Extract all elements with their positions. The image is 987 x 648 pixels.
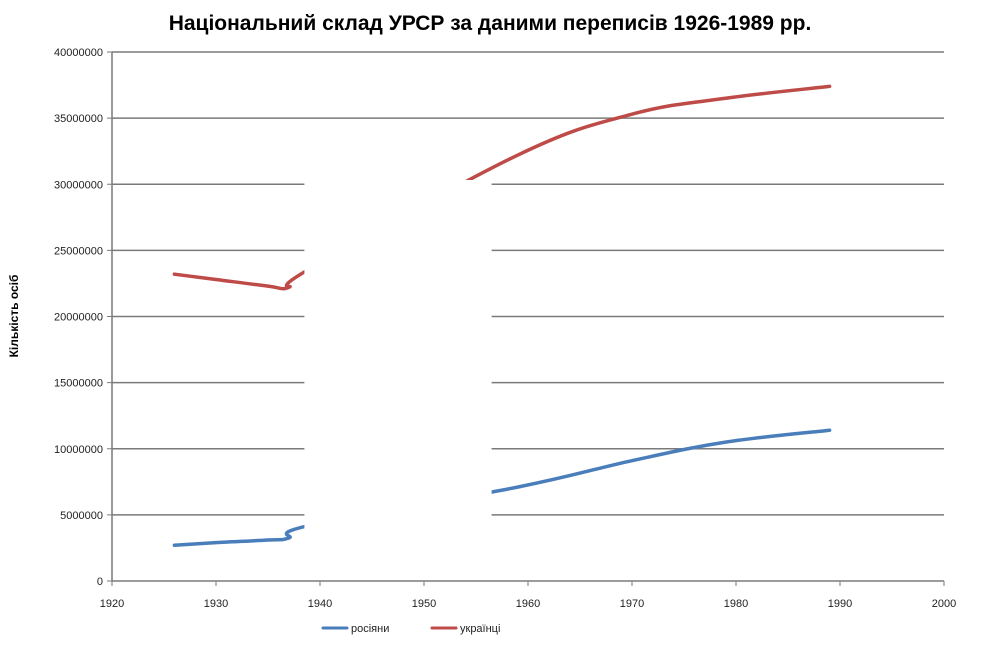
legend-label-1: українці: [460, 623, 500, 635]
y-axis-label: Кількість осіб: [7, 275, 21, 358]
x-tick-label-6: 1980: [724, 598, 748, 610]
legend-item-0[interactable]: росіяни: [321, 623, 389, 635]
gap-mask-layer: [304, 180, 492, 580]
tick-label-layer: 0 5000000 10000000 15000000 20000000 25000000…: [54, 47, 956, 610]
y-tick-label-4: 20000000: [54, 312, 103, 324]
x-tick-label-2: 1940: [308, 598, 332, 610]
x-tick-label-5: 1970: [620, 598, 644, 610]
x-tick-label-7: 1990: [828, 598, 852, 610]
legend-label-0: росіяни: [351, 623, 389, 635]
gap-mask: [304, 180, 492, 580]
legend[interactable]: росіяни українці: [321, 623, 500, 635]
chart-title: Національний склад УРСР за даними перепи…: [169, 12, 812, 35]
series-line-0: [172, 428, 832, 548]
axis-layer: [107, 51, 945, 586]
x-tick-label-0: 1920: [100, 598, 124, 610]
y-tick-label-1: 5000000: [60, 510, 103, 522]
y-tick-label-0: 0: [97, 576, 103, 588]
legend-item-1[interactable]: українці: [430, 623, 500, 635]
x-tick-label-1: 1930: [204, 598, 228, 610]
y-tick-label-3: 15000000: [54, 378, 103, 390]
x-tick-label-8: 2000: [932, 598, 956, 610]
y-tick-label-5: 25000000: [54, 245, 103, 257]
series-line-1: [172, 84, 832, 291]
y-tick-label-6: 30000000: [54, 179, 103, 191]
grid-layer: [112, 51, 944, 516]
x-tick-label-3: 1950: [412, 598, 436, 610]
y-tick-label-7: 35000000: [54, 113, 103, 125]
y-tick-label-8: 40000000: [54, 47, 103, 59]
x-tick-label-4: 1960: [516, 598, 540, 610]
y-tick-label-2: 10000000: [54, 444, 103, 456]
